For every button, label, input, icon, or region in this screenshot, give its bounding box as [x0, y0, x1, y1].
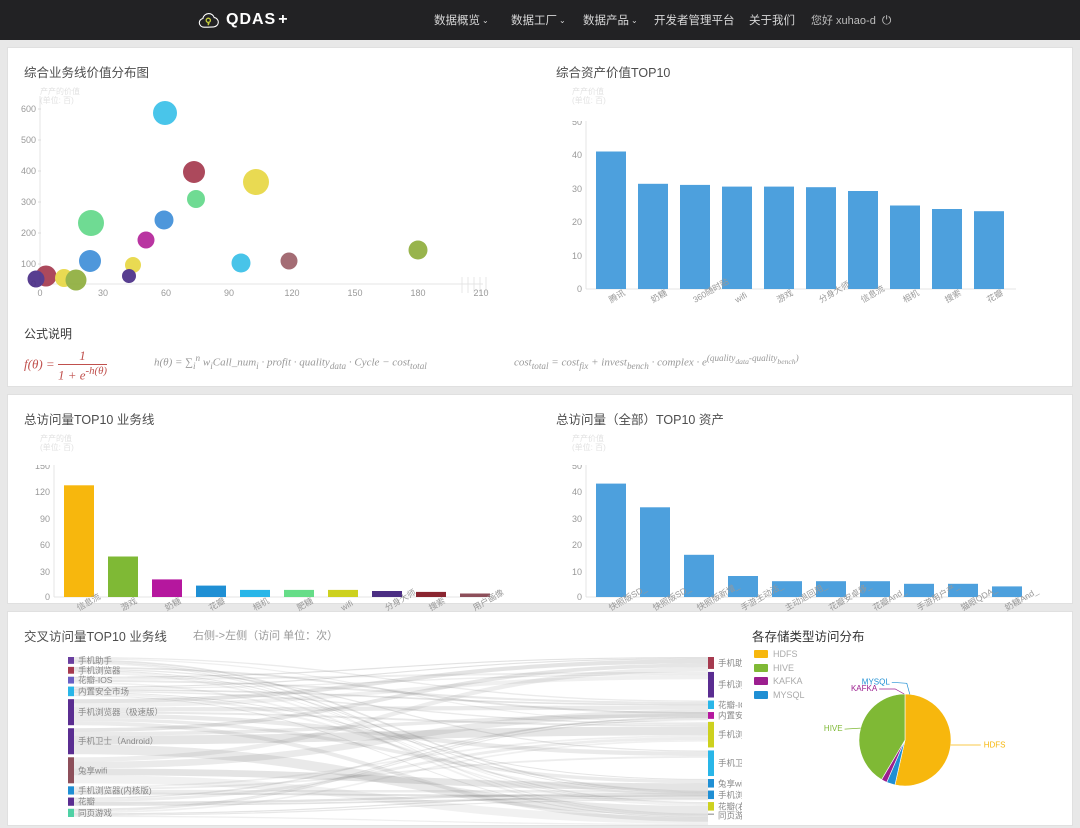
- svg-text:手机浏览器(内核版): 手机浏览器(内核版): [78, 785, 152, 795]
- svg-text:腾讯: 腾讯: [607, 287, 627, 304]
- svg-text:HDFS: HDFS: [984, 741, 1006, 750]
- svg-text:wifi: wifi: [732, 290, 749, 305]
- svg-text:花瓣: 花瓣: [985, 287, 1005, 304]
- svg-text:20: 20: [572, 217, 582, 227]
- svg-text:手机卫士（Android）(右): 手机卫士（Android）(右): [718, 758, 742, 768]
- svg-text:120: 120: [35, 487, 50, 497]
- svg-text:搜索: 搜索: [427, 596, 447, 613]
- svg-text:50: 50: [572, 121, 582, 127]
- svg-text:120: 120: [284, 288, 299, 298]
- svg-text:内置安全市场: 内置安全市场: [78, 686, 129, 696]
- svg-text:400: 400: [21, 166, 36, 176]
- svg-text:30: 30: [40, 567, 50, 577]
- svg-text:wifi: wifi: [338, 598, 355, 613]
- svg-text:兔享wifi(右): 兔享wifi(右): [718, 778, 742, 788]
- svg-text:30: 30: [572, 184, 582, 194]
- svg-text:30: 30: [98, 288, 108, 298]
- svg-text:手机卫士（Android）: 手机卫士（Android）: [78, 736, 158, 746]
- svg-text:游戏: 游戏: [119, 595, 139, 612]
- svg-text:30: 30: [572, 514, 582, 524]
- svg-text:奶糖: 奶糖: [163, 595, 183, 612]
- svg-text:150: 150: [347, 288, 362, 298]
- svg-text:手机助手: 手机助手: [78, 655, 113, 665]
- svg-text:100: 100: [21, 259, 36, 269]
- svg-text:相机: 相机: [251, 595, 271, 612]
- svg-text:20: 20: [572, 540, 582, 550]
- svg-text:花瓣: 花瓣: [207, 595, 227, 612]
- svg-text:0: 0: [577, 592, 582, 602]
- svg-text:用户画像: 用户画像: [471, 587, 506, 613]
- svg-text:手机浏览器: 手机浏览器: [78, 665, 121, 675]
- svg-text:分身大师: 分身大师: [383, 587, 418, 613]
- svg-text:搜索: 搜索: [943, 288, 963, 305]
- svg-text:手机浏览器（极速版）(右): 手机浏览器（极速版）(右): [718, 730, 742, 740]
- svg-text:0: 0: [45, 592, 50, 602]
- svg-text:奶糖: 奶糖: [649, 287, 669, 304]
- svg-text:10: 10: [572, 251, 582, 261]
- svg-text:60: 60: [40, 540, 50, 550]
- svg-text:40: 40: [572, 150, 582, 160]
- svg-text:内置安全市场(右): 内置安全市场(右): [718, 710, 742, 720]
- svg-text:同页游戏(右): 同页游戏(右): [718, 810, 742, 820]
- svg-text:50: 50: [572, 465, 582, 471]
- svg-text:90: 90: [40, 514, 50, 524]
- svg-text:游戏: 游戏: [775, 287, 795, 304]
- svg-text:HIVE: HIVE: [824, 724, 843, 733]
- svg-text:40: 40: [572, 487, 582, 497]
- svg-text:180: 180: [410, 288, 425, 298]
- svg-text:兔享wifi: 兔享wifi: [78, 765, 107, 775]
- svg-text:0: 0: [577, 284, 582, 294]
- svg-text:手机助手(右): 手机助手(右): [718, 658, 742, 668]
- svg-text:600: 600: [21, 104, 36, 114]
- svg-text:花瓣-IOS: 花瓣-IOS: [78, 675, 113, 685]
- svg-text:相机: 相机: [901, 287, 921, 304]
- svg-text:手机浏览器(内核版)(右): 手机浏览器(内核版)(右): [718, 790, 742, 800]
- svg-text:花瓣-IOS(右): 花瓣-IOS(右): [718, 700, 742, 710]
- svg-text:同页游戏: 同页游戏: [78, 808, 113, 818]
- svg-text:90: 90: [224, 288, 234, 298]
- svg-text:0: 0: [37, 288, 42, 298]
- svg-text:花瓣: 花瓣: [78, 797, 96, 807]
- svg-text:10: 10: [572, 567, 582, 577]
- svg-text:手机浏览器(右): 手机浏览器(右): [718, 680, 742, 690]
- svg-text:KAFKA: KAFKA: [851, 684, 878, 693]
- svg-text:200: 200: [21, 228, 36, 238]
- svg-text:300: 300: [21, 197, 36, 207]
- svg-text:肥糖: 肥糖: [295, 595, 315, 612]
- svg-text:210: 210: [473, 288, 488, 298]
- svg-text:手机浏览器（极速版）: 手机浏览器（极速版）: [78, 707, 163, 717]
- svg-text:500: 500: [21, 135, 36, 145]
- svg-text:150: 150: [35, 465, 50, 471]
- svg-text:60: 60: [161, 288, 171, 298]
